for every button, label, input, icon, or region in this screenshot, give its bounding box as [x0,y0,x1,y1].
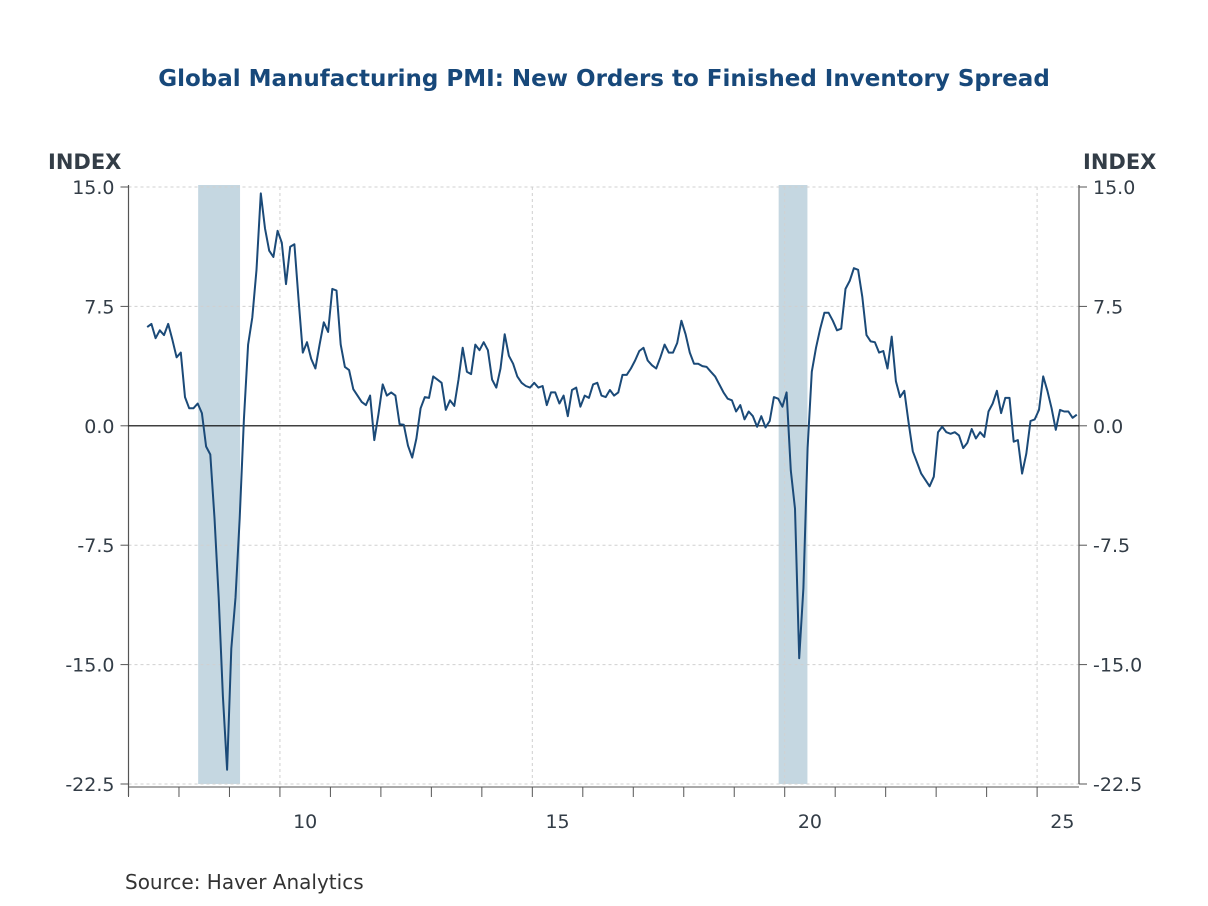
y-tick-label-left: 15.0 [72,177,114,199]
x-tick-label: 20 [798,811,822,833]
y-tick-label-left: -15.0 [65,655,114,677]
x-tick-label: 10 [293,811,317,833]
x-tick-label: 15 [545,811,569,833]
series-line [146,192,1078,771]
y-tick-label-right: 0.0 [1093,416,1123,438]
chart-title: Global Manufacturing PMI: New Orders to … [158,66,1050,92]
y-tick-label-right: -22.5 [1093,774,1142,796]
y-axis-label-right: INDEX [1083,150,1157,174]
x-tick-label: 25 [1050,811,1074,833]
y-axis-label-left: INDEX [48,150,122,174]
y-tick-label-left: 7.5 [84,296,114,318]
y-tick-label-left: -22.5 [65,774,114,796]
y-tick-label-right: 15.0 [1093,177,1135,199]
y-tick-label-right: 7.5 [1093,296,1123,318]
y-tick-label-right: -15.0 [1093,655,1142,677]
y-tick-label-left: 0.0 [84,416,114,438]
y-tick-label-right: -7.5 [1093,535,1130,557]
source-note: Source: Haver Analytics [125,870,364,894]
y-tick-label-left: -7.5 [77,535,114,557]
recession-shading [198,185,241,784]
